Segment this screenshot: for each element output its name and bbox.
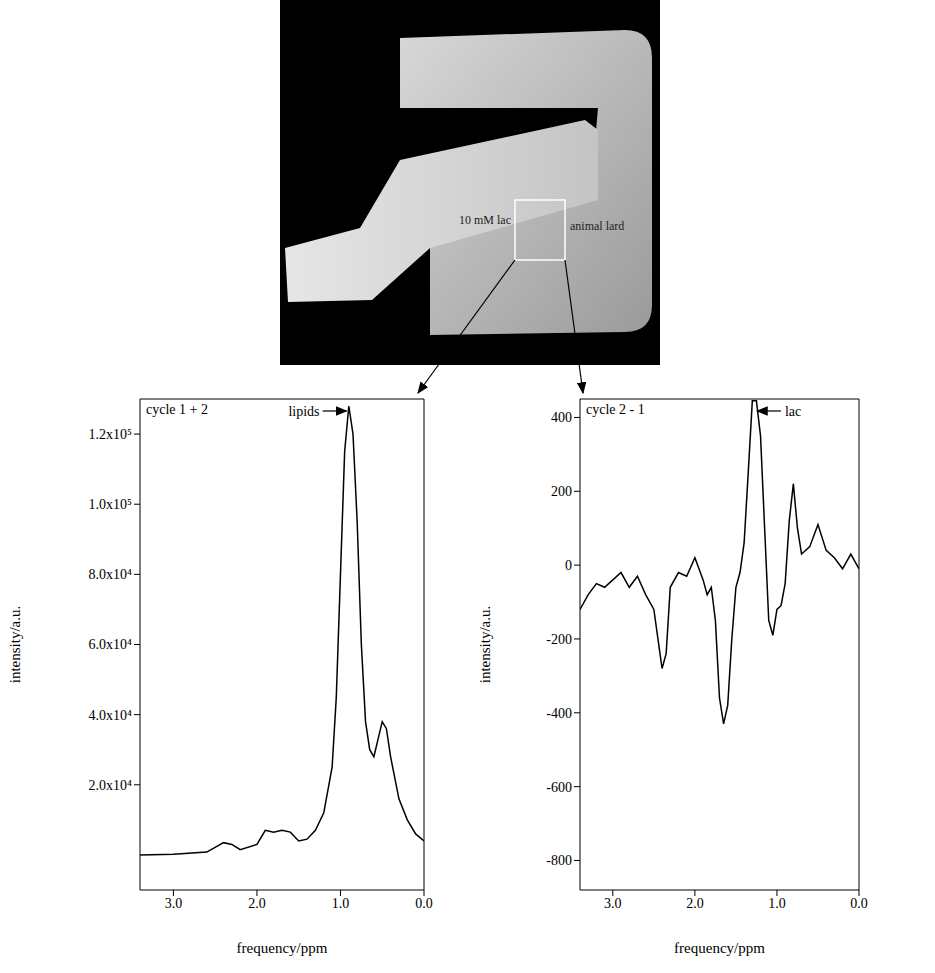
svg-text:animal lard: animal lard — [570, 219, 624, 233]
svg-text:frequency/ppm: frequency/ppm — [674, 940, 765, 956]
svg-text:-400: -400 — [546, 706, 572, 721]
svg-text:-600: -600 — [546, 780, 572, 795]
svg-text:200: 200 — [551, 484, 572, 499]
svg-text:intensity/a.u.: intensity/a.u. — [477, 606, 493, 684]
svg-text:10 mM lac: 10 mM lac — [459, 213, 511, 227]
svg-text:0: 0 — [565, 558, 572, 573]
svg-text:-200: -200 — [546, 632, 572, 647]
svg-text:1.0: 1.0 — [768, 896, 786, 911]
svg-text:6.0x10⁴: 6.0x10⁴ — [89, 637, 133, 652]
svg-text:1.0x10⁵: 1.0x10⁵ — [89, 497, 133, 512]
svg-text:2.0: 2.0 — [248, 896, 266, 911]
svg-text:0.0: 0.0 — [850, 896, 868, 911]
svg-text:400: 400 — [551, 410, 572, 425]
svg-text:intensity/a.u.: intensity/a.u. — [7, 606, 23, 684]
svg-text:4.0x10⁴: 4.0x10⁴ — [89, 708, 133, 723]
svg-text:2.0: 2.0 — [686, 896, 704, 911]
svg-text:cycle 1 + 2: cycle 1 + 2 — [146, 402, 208, 417]
svg-text:8.0x10⁴: 8.0x10⁴ — [89, 567, 133, 582]
svg-text:3.0: 3.0 — [604, 896, 622, 911]
svg-text:lipids: lipids — [288, 404, 319, 419]
svg-text:cycle 2 - 1: cycle 2 - 1 — [586, 402, 645, 417]
svg-text:1.0: 1.0 — [332, 896, 350, 911]
svg-text:2.0x10⁴: 2.0x10⁴ — [89, 778, 133, 793]
svg-text:-800: -800 — [546, 853, 572, 868]
svg-text:3.0: 3.0 — [165, 896, 183, 911]
svg-text:1.2x10⁵: 1.2x10⁵ — [89, 427, 133, 442]
svg-text:lac: lac — [785, 404, 801, 419]
svg-text:frequency/ppm: frequency/ppm — [237, 940, 328, 956]
svg-text:0.0: 0.0 — [415, 896, 433, 911]
